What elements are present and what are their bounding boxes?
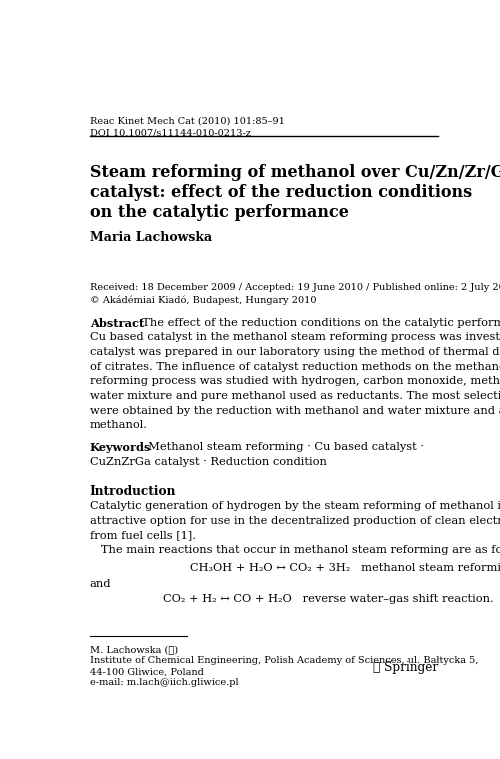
Text: CO₂ + H₂ ↔ CO + H₂O   reverse water–gas shift reaction.: CO₂ + H₂ ↔ CO + H₂O reverse water–gas sh… [163,594,494,603]
Text: The main reactions that occur in methanol steam reforming are as follows:: The main reactions that occur in methano… [90,545,500,555]
Text: Abstract: Abstract [90,318,144,329]
Text: were obtained by the reduction with methanol and water mixture and also with pur: were obtained by the reduction with meth… [90,405,500,415]
Text: Received: 18 December 2009 / Accepted: 19 June 2010 / Published online: 2 July 2: Received: 18 December 2009 / Accepted: 1… [90,283,500,292]
Text: catalyst: effect of the reduction conditions: catalyst: effect of the reduction condit… [90,184,472,201]
Text: Steam reforming of methanol over Cu/Zn/Zr/Ga: Steam reforming of methanol over Cu/Zn/Z… [90,164,500,181]
Text: methanol.: methanol. [90,420,148,430]
Text: CuZnZrGa catalyst · Reduction condition: CuZnZrGa catalyst · Reduction condition [90,457,326,467]
Text: reforming process was studied with hydrogen, carbon monoxide, methanol and: reforming process was studied with hydro… [90,376,500,386]
Text: Introduction: Introduction [90,485,176,498]
Text: Methanol steam reforming · Cu based catalyst ·: Methanol steam reforming · Cu based cata… [141,442,424,452]
Text: and: and [90,579,111,589]
Text: 44-100 Gliwice, Poland: 44-100 Gliwice, Poland [90,667,204,676]
Text: attractive option for use in the decentralized production of clean electrical en: attractive option for use in the decentr… [90,516,500,526]
Text: ⑂ Springer: ⑂ Springer [373,662,438,675]
Text: CH₃OH + H₂O ↔ CO₂ + 3H₂   methanol steam reforming,: CH₃OH + H₂O ↔ CO₂ + 3H₂ methanol steam r… [190,562,500,573]
Text: e-mail: m.lach@iich.gliwice.pl: e-mail: m.lach@iich.gliwice.pl [90,679,238,688]
Text: of citrates. The influence of catalyst reduction methods on the methanol steam: of citrates. The influence of catalyst r… [90,362,500,372]
Text: M. Lachowska (✉): M. Lachowska (✉) [90,645,178,654]
Text: © Akádémiai Kiadó, Budapest, Hungary 2010: © Akádémiai Kiadó, Budapest, Hungary 201… [90,296,316,305]
Text: Institute of Chemical Engineering, Polish Academy of Sciences, ul. Bałtycka 5,: Institute of Chemical Engineering, Polis… [90,657,478,665]
Text: Maria Lachowska: Maria Lachowska [90,231,212,244]
Text: Cu based catalyst in the methanol steam reforming process was investigated. The: Cu based catalyst in the methanol steam … [90,332,500,342]
Text: Keywords: Keywords [90,442,151,453]
Text: water mixture and pure methanol used as reductants. The most selective catalysts: water mixture and pure methanol used as … [90,391,500,401]
Text: Catalytic generation of hydrogen by the steam reforming of methanol is an: Catalytic generation of hydrogen by the … [90,502,500,512]
Text: The effect of the reduction conditions on the catalytic performance of: The effect of the reduction conditions o… [136,318,500,328]
Text: DOI 10.1007/s11144-010-0213-z: DOI 10.1007/s11144-010-0213-z [90,128,250,137]
Text: catalyst was prepared in our laboratory using the method of thermal decompositio: catalyst was prepared in our laboratory … [90,347,500,357]
Text: on the catalytic performance: on the catalytic performance [90,204,348,221]
Text: Reac Kinet Mech Cat (2010) 101:85–91: Reac Kinet Mech Cat (2010) 101:85–91 [90,117,284,126]
Text: from fuel cells [1].: from fuel cells [1]. [90,531,196,540]
